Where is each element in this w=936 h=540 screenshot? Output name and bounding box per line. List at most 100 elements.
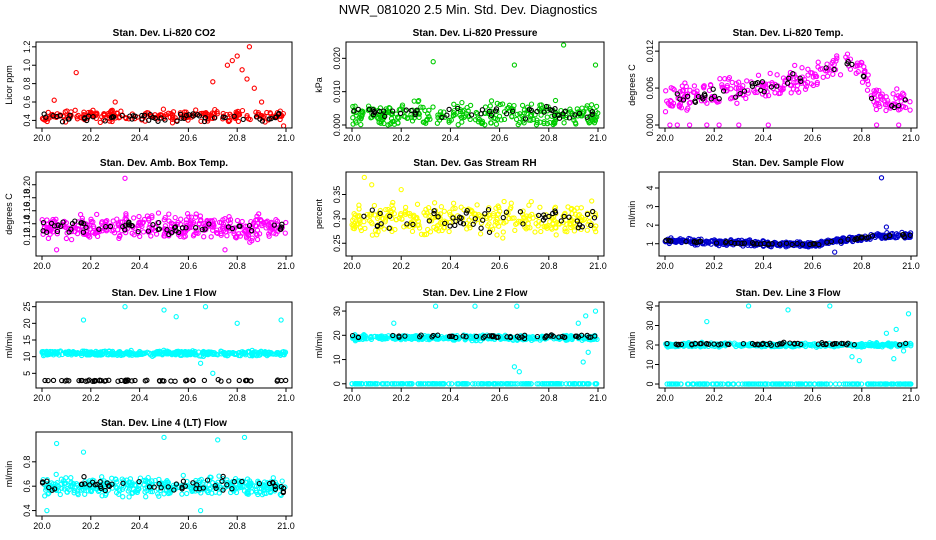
- data-point: [186, 112, 192, 118]
- data-point: [174, 118, 180, 124]
- data-point: [196, 353, 202, 359]
- data-point: [854, 63, 860, 69]
- y-tick-label: 1.2: [22, 41, 32, 54]
- data-point: [589, 109, 596, 115]
- data-point: [383, 381, 389, 387]
- y-tick-label: 10: [332, 355, 342, 365]
- outlier-point: [893, 326, 899, 333]
- data-point: [504, 334, 510, 340]
- data-point: [172, 214, 178, 221]
- data-point: [68, 479, 74, 485]
- data-point: [366, 106, 373, 113]
- data-point: [236, 377, 242, 384]
- data-point: [726, 341, 732, 348]
- data-point: [485, 381, 492, 387]
- outlier-point: [511, 364, 518, 370]
- data-point: [536, 381, 542, 387]
- outlier-point: [278, 317, 284, 323]
- data-point: [202, 115, 208, 121]
- data-point: [450, 200, 457, 206]
- data-point: [796, 89, 802, 95]
- x-tick-label: 20.8: [540, 261, 558, 271]
- data-point: [507, 334, 513, 340]
- data-point: [486, 333, 492, 339]
- data-point: [838, 238, 844, 244]
- y-tick-label: 0.8: [22, 77, 32, 90]
- data-point: [733, 94, 739, 100]
- data-point: [409, 228, 416, 235]
- data-point: [568, 206, 574, 213]
- data-point: [704, 381, 710, 387]
- data-point: [103, 224, 109, 230]
- x-tick-label: 21.0: [902, 261, 920, 271]
- data-point: [720, 88, 727, 94]
- data-point: [480, 335, 486, 341]
- data-point: [575, 212, 581, 219]
- data-point: [270, 475, 276, 481]
- data-point: [45, 235, 52, 242]
- x-tick-label: 20.8: [228, 133, 246, 143]
- data-point: [68, 482, 75, 488]
- data-point: [544, 114, 550, 120]
- data-point: [354, 221, 360, 227]
- data-point: [534, 108, 540, 115]
- data-point: [529, 211, 535, 218]
- data-point: [489, 226, 496, 233]
- data-point: [594, 381, 600, 387]
- data-point: [861, 68, 868, 75]
- data-point: [477, 231, 484, 237]
- data-point: [849, 61, 855, 68]
- data-point: [528, 198, 534, 205]
- outlier-point: [832, 249, 838, 255]
- x-tick-label: 20.6: [180, 521, 198, 531]
- data-point: [164, 350, 170, 356]
- data-point: [859, 79, 866, 85]
- data-point: [827, 381, 834, 387]
- data-point: [279, 221, 285, 227]
- data-point: [385, 381, 391, 387]
- x-tick-label: 21.0: [589, 261, 607, 271]
- data-point: [395, 120, 401, 126]
- outlier-point: [575, 320, 581, 326]
- data-point: [234, 217, 241, 224]
- y-tick-label: 30: [645, 320, 655, 330]
- data-point: [588, 222, 594, 229]
- data-point: [418, 104, 424, 110]
- data-point: [592, 333, 598, 339]
- x-tick-label: 20.2: [82, 521, 100, 531]
- data-point: [205, 351, 211, 358]
- data-point: [897, 342, 903, 348]
- x-tick-label: 20.2: [392, 393, 410, 403]
- data-point: [54, 113, 60, 120]
- data-point: [85, 233, 91, 239]
- y-tick-label: 0.4: [22, 504, 32, 517]
- data-point: [407, 213, 414, 219]
- y-tick-label: 0.006: [645, 77, 655, 100]
- data-point: [275, 350, 281, 356]
- data-point: [802, 381, 809, 387]
- data-point: [790, 71, 796, 77]
- data-point: [845, 236, 851, 242]
- data-point: [584, 227, 590, 233]
- data-point: [569, 336, 575, 342]
- data-point: [493, 381, 499, 387]
- data-point: [201, 377, 208, 384]
- data-point: [478, 225, 484, 231]
- data-point: [883, 107, 889, 114]
- data-point: [254, 232, 260, 238]
- data-point: [701, 91, 708, 97]
- outlier-point: [202, 304, 209, 310]
- data-point: [170, 109, 177, 115]
- x-tick-label: 20.0: [33, 521, 51, 531]
- data-point: [470, 221, 476, 227]
- data-point: [147, 111, 153, 118]
- data-point: [799, 65, 805, 71]
- outlier-point: [580, 359, 586, 365]
- data-point: [578, 332, 585, 338]
- data-point: [676, 341, 682, 348]
- data-point: [357, 217, 363, 223]
- data-point: [678, 341, 685, 348]
- data-point: [488, 112, 495, 118]
- data-point: [390, 332, 396, 339]
- data-point: [777, 86, 784, 92]
